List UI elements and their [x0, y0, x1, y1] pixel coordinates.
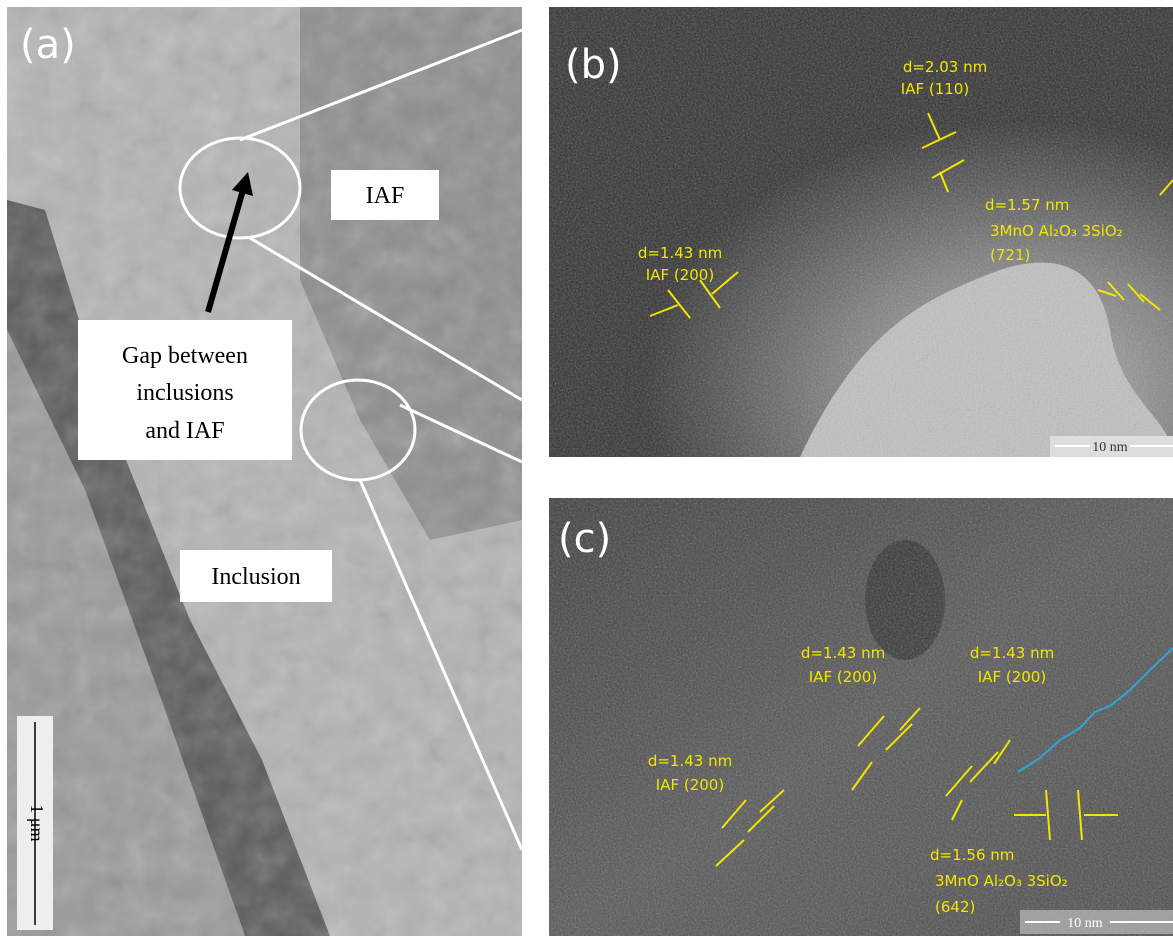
annotation: 3MnO Al₂O₃ 3SiO₂ [990, 222, 1123, 240]
annotation: d=1.57 nm [985, 196, 1069, 214]
annotation: IAF (200) [809, 668, 877, 686]
annotation: Inclusion [211, 564, 300, 590]
panel-label: (a) [20, 22, 76, 68]
annotation: IAF [366, 183, 405, 209]
scale-bar-label: 10 nm [1067, 916, 1103, 931]
annotation: 3MnO Al₂O₃ 3SiO₂ [935, 872, 1068, 890]
annotation: Gap between [122, 343, 248, 369]
panel-label: (c) [558, 516, 611, 562]
annotation: d=1.56 nm [930, 846, 1014, 864]
scale-bar-label: 10 nm [1092, 440, 1128, 455]
annotation: IAF (200) [656, 776, 724, 794]
annotation: d=1.43 nm [648, 752, 732, 770]
annotation: d=1.43 nm [801, 644, 885, 662]
figure: (a) IAF Gap between inclusions and IAF I… [0, 0, 1173, 936]
texture [7, 7, 522, 936]
texture [549, 498, 1173, 936]
panel-b: (b) d=2.03 nm IAF (110) d=1.43 nm IAF (2… [549, 7, 1173, 457]
annotation: IAF (200) [978, 668, 1046, 686]
annotation: IAF (110) [901, 80, 969, 98]
annotation: d=1.43 nm [970, 644, 1054, 662]
annotation: d=2.03 nm [903, 58, 987, 76]
annotation: and IAF [145, 418, 224, 444]
annotation: (721) [990, 246, 1030, 264]
scale-bar-label: 1 μm [27, 804, 47, 841]
annotation: (642) [935, 898, 975, 916]
annotation: d=1.43 nm [638, 244, 722, 262]
panel-label: (b) [565, 42, 622, 88]
panel-c: (c) d=1.43 nm IAF (200) d=1.43 nm IAF (2… [549, 498, 1173, 936]
annotation: IAF (200) [646, 266, 714, 284]
panel-a: (a) IAF Gap between inclusions and IAF I… [7, 7, 522, 936]
annotation: inclusions [136, 380, 233, 406]
